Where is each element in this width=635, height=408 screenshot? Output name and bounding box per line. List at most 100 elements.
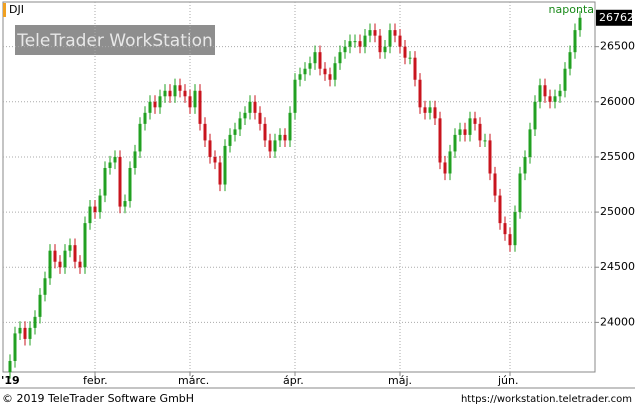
candle-body [563, 68, 567, 91]
candle-body [293, 79, 297, 113]
candle-body [423, 107, 427, 113]
interval-label: naponta [549, 3, 594, 16]
candle-body [533, 101, 537, 130]
candle-body [233, 129, 237, 135]
candle-body [143, 112, 147, 124]
x-tick-label: márc. [178, 374, 209, 387]
candle-body [238, 118, 242, 130]
candle-body [363, 35, 367, 47]
y-tick-label: 24000 [600, 315, 635, 328]
candle-body [203, 123, 207, 141]
candle-body [338, 52, 342, 64]
candle-body [428, 107, 432, 113]
candle-body [38, 294, 42, 317]
candle-body [273, 140, 277, 152]
candle-body [503, 223, 507, 235]
candle-body [513, 212, 517, 246]
last-price-box [596, 9, 632, 26]
candle-body [138, 123, 142, 152]
candle-body [98, 195, 102, 213]
candle-body [158, 96, 162, 108]
candle-body [153, 101, 157, 108]
candle-body [28, 327, 32, 339]
candle-body [78, 261, 82, 268]
candle-body [68, 245, 72, 251]
y-tick-label: 25500 [600, 150, 635, 163]
plot-frame [2, 1, 596, 373]
candle-body [323, 68, 327, 75]
symbol-marker [3, 3, 6, 17]
candle-body [128, 167, 132, 202]
last-price-label: 26762 [599, 11, 634, 24]
candle-body [218, 162, 222, 185]
candle-body [448, 151, 452, 174]
watermark: TeleTrader WorkStation [16, 31, 213, 51]
candle-body [443, 162, 447, 174]
candle-body [508, 234, 512, 246]
candle-body [283, 134, 287, 141]
x-tick-label: ápr. [283, 374, 304, 387]
candle-body [253, 101, 257, 113]
candle-body [243, 112, 247, 119]
candle-body [178, 85, 182, 91]
candle-body [468, 118, 472, 135]
candle-body [33, 316, 37, 328]
x-tick-label: máj. [388, 374, 412, 387]
candle-body [413, 57, 417, 80]
candle-body [308, 63, 312, 69]
candle-body [43, 278, 47, 295]
candle-body [103, 167, 107, 196]
candle-body [373, 30, 377, 36]
candle-body [463, 129, 467, 135]
candle-body [53, 250, 57, 262]
candle-body [248, 101, 252, 113]
candle-body [328, 74, 332, 80]
candle-body [388, 30, 392, 47]
candle-body [183, 90, 187, 97]
candle-body [93, 206, 97, 213]
candle-body [113, 156, 117, 163]
x-tick-label: febr. [83, 374, 108, 387]
candle-body [458, 129, 462, 135]
copyright: © 2019 TeleTrader Software GmbH [2, 392, 194, 405]
candle-body [18, 327, 22, 334]
candle-body [148, 101, 152, 113]
candle-body [558, 90, 562, 97]
candle-body [383, 46, 387, 53]
candle-body [433, 107, 437, 119]
candle-body [303, 68, 307, 75]
candle-body [58, 261, 62, 268]
candle-body [88, 206, 92, 224]
candle-body [263, 123, 267, 141]
candle-body [168, 90, 172, 97]
candle-body [193, 90, 197, 108]
candle-body [278, 134, 282, 141]
candle-body [188, 96, 192, 108]
x-tick-label: jún. [497, 374, 519, 387]
candle-body [418, 79, 422, 108]
candle-body [393, 30, 397, 36]
candle-body [318, 52, 322, 69]
candle-body [173, 85, 177, 97]
candle-body [163, 90, 167, 97]
candle-body [348, 41, 352, 47]
candle-body [358, 41, 362, 47]
chart-title: DJI [9, 3, 24, 16]
candle-body [398, 35, 402, 47]
candle-body [208, 140, 212, 157]
candle-body [493, 173, 497, 196]
candle-body [123, 201, 127, 207]
candle-body [378, 35, 382, 53]
candle-body [483, 140, 487, 142]
candle-body [13, 333, 17, 361]
candle-body [288, 112, 292, 141]
y-tick-label: 24500 [600, 260, 635, 273]
candle-body [108, 162, 112, 168]
candle-body [48, 250, 52, 279]
candle-body [343, 46, 347, 53]
y-tick-label: 26000 [600, 95, 635, 108]
candle-body [488, 140, 492, 174]
candle-body [578, 17, 582, 31]
candle-body [568, 52, 572, 69]
